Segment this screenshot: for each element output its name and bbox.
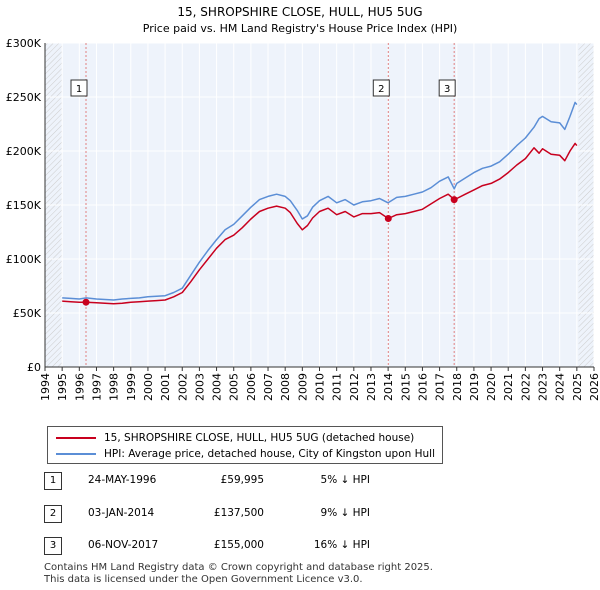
legend-label-property: 15, SHROPSHIRE CLOSE, HULL, HU5 5UG (det…	[104, 432, 415, 444]
x-tick-label: 1998	[108, 373, 121, 401]
transaction-row: 1 24-MAY-1996 £59,995 5% ↓ HPI	[44, 472, 404, 490]
transaction-price: £137,500	[213, 507, 264, 519]
y-tick-label: £50K	[13, 307, 42, 320]
y-tick-label: £150K	[6, 199, 42, 212]
x-tick-label: 1999	[125, 373, 138, 401]
sale-marker-label: 1	[76, 84, 82, 95]
x-tick-label: 2021	[502, 373, 515, 401]
transaction-marker: 1	[44, 472, 62, 490]
x-tick-label: 2006	[245, 373, 258, 401]
transaction-row: 3 06-NOV-2017 £155,000 16% ↓ HPI	[44, 537, 404, 555]
transaction-hpi: 5% ↓ HPI	[320, 474, 370, 486]
x-tick-label: 2011	[331, 373, 344, 401]
sale-marker-label: 2	[378, 84, 384, 95]
transaction-marker: 2	[44, 505, 62, 523]
x-tick-label: 2000	[142, 373, 155, 401]
sale-point	[384, 215, 392, 222]
sale-marker-label: 3	[444, 84, 450, 95]
x-tick-label: 1995	[56, 373, 69, 401]
transaction-price: £155,000	[213, 539, 264, 551]
x-tick-label: 2022	[519, 373, 532, 401]
transaction-date: 06-NOV-2017	[88, 539, 159, 551]
property-series-line	[62, 142, 578, 305]
x-tick-label: 2012	[348, 373, 361, 401]
y-tick-label: £300K	[6, 37, 42, 50]
hpi-series-line	[62, 101, 578, 301]
legend-label-hpi: HPI: Average price, detached house, City…	[104, 448, 435, 460]
chart-title: 15, SHROPSHIRE CLOSE, HULL, HU5 5UG	[177, 5, 422, 19]
sale-marker-box	[438, 79, 456, 97]
x-tick-label: 2014	[382, 373, 395, 401]
legend-item-hpi: HPI: Average price, detached house, City…	[56, 447, 435, 461]
chart-legend: 15, SHROPSHIRE CLOSE, HULL, HU5 5UG (det…	[47, 426, 443, 464]
legend-swatch-property	[56, 437, 96, 439]
transaction-price: £59,995	[220, 474, 264, 486]
sale-point	[82, 298, 90, 306]
attribution-footer: Contains HM Land Registry data © Crown c…	[44, 562, 433, 586]
x-tick-label: 2019	[468, 373, 481, 401]
x-tick-label: 2018	[451, 373, 464, 401]
x-tick-label: 2005	[228, 373, 241, 401]
y-tick-label: £250K	[6, 91, 42, 104]
x-tick-label: 2007	[262, 373, 275, 401]
price-chart: 15, SHROPSHIRE CLOSE, HULL, HU5 5UG Pric…	[6, 5, 600, 401]
x-tick-label: 2015	[399, 373, 412, 401]
x-tick-label: 2026	[588, 373, 600, 401]
transaction-hpi: 16% ↓ HPI	[313, 539, 370, 551]
x-tick-label: 1997	[90, 373, 103, 401]
x-tick-label: 2023	[537, 373, 550, 401]
x-tick-label: 1994	[39, 373, 52, 401]
transaction-marker: 3	[44, 537, 62, 555]
transaction-date: 03-JAN-2014	[88, 507, 155, 519]
y-tick-label: £200K	[6, 145, 42, 158]
x-tick-label: 2001	[159, 373, 172, 401]
y-tick-label: £100K	[6, 253, 42, 266]
x-tick-label: 2009	[296, 373, 309, 401]
y-tick-label: £0	[27, 361, 41, 374]
x-tick-label: 1996	[73, 373, 86, 401]
sale-marker-box	[70, 79, 88, 97]
x-tick-label: 2010	[314, 373, 327, 401]
x-tick-label: 2025	[571, 373, 584, 401]
x-tick-label: 2003	[193, 373, 206, 401]
x-tick-label: 2008	[279, 373, 292, 401]
legend-swatch-hpi	[56, 453, 96, 455]
transaction-date: 24-MAY-1996	[88, 474, 157, 486]
sale-marker-box	[372, 79, 390, 97]
attribution-line-2: This data is licensed under the Open Gov…	[44, 574, 363, 585]
x-tick-label: 2013	[365, 373, 378, 401]
transaction-hpi: 9% ↓ HPI	[320, 507, 370, 519]
chart-subtitle: Price paid vs. HM Land Registry's House …	[143, 22, 458, 35]
x-tick-label: 2017	[434, 373, 447, 401]
sale-point	[450, 196, 458, 204]
x-tick-label: 2004	[211, 373, 224, 401]
legend-item-property: 15, SHROPSHIRE CLOSE, HULL, HU5 5UG (det…	[56, 431, 414, 445]
attribution-line-1: Contains HM Land Registry data © Crown c…	[44, 562, 433, 573]
x-tick-label: 2002	[176, 373, 189, 401]
x-tick-label: 2016	[416, 373, 429, 401]
x-tick-label: 2020	[485, 373, 498, 401]
transaction-row: 2 03-JAN-2014 £137,500 9% ↓ HPI	[44, 505, 404, 523]
x-tick-label: 2024	[554, 373, 567, 401]
